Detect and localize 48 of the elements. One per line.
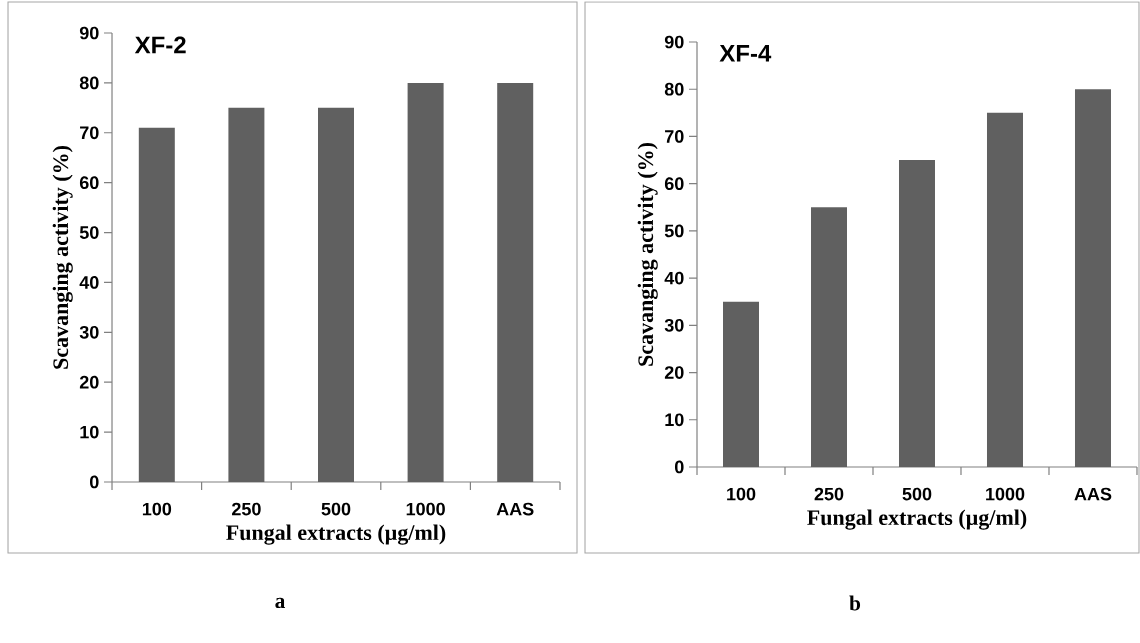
x-tick-label: AAS (496, 502, 534, 516)
y-tick-label: 70 (665, 130, 684, 143)
bar (228, 107, 265, 482)
y-tick-label: 10 (80, 425, 99, 439)
x-tick-label: 250 (814, 487, 844, 501)
x-axis-title: Fungal extracts (µg/ml) (226, 524, 446, 545)
y-tick-label: 40 (664, 271, 684, 285)
y-tick-label: 50 (79, 226, 99, 239)
x-tick-label: AAS (1074, 487, 1112, 501)
y-axis-title: Scavanging activity (%) (637, 143, 658, 366)
y-tick-label: 20 (79, 375, 99, 389)
y-tick-label: 90 (79, 26, 99, 40)
bar (986, 112, 1023, 467)
y-tick-label: 60 (79, 176, 99, 190)
bar (497, 82, 534, 482)
bar (898, 160, 935, 467)
y-tick-label: 30 (664, 318, 684, 332)
bar (1074, 89, 1111, 467)
bar (407, 82, 444, 482)
x-tick-label: 250 (232, 502, 261, 516)
x-tick-label: 100 (727, 487, 756, 501)
y-tick-label: 70 (80, 126, 99, 140)
text: b (849, 595, 861, 611)
y-tick-label: 0 (90, 475, 99, 489)
chart-title: XF-2 (134, 36, 186, 54)
text: a (275, 597, 286, 609)
y-tick-label: 90 (664, 35, 684, 49)
chart-title: XF-4 (719, 45, 772, 62)
bar (723, 301, 759, 467)
y-tick-label: 20 (664, 366, 684, 379)
x-tick-label: 1000 (986, 487, 1025, 501)
y-axis-title: Scavanging activity (%) (52, 146, 73, 369)
x-tick-label: 100 (142, 502, 172, 516)
y-tick-label: 80 (79, 76, 99, 90)
y-tick-label: 10 (665, 413, 684, 427)
y-tick-label: 60 (664, 177, 684, 191)
y-tick-label: 40 (79, 276, 99, 289)
bar (138, 127, 175, 482)
bar (811, 207, 847, 467)
x-tick-label: 500 (321, 502, 351, 516)
y-tick-label: 0 (674, 460, 684, 474)
x-tick-label: 500 (902, 487, 932, 501)
x-axis-title: Fungal extracts (µg/ml) (807, 509, 1027, 530)
y-tick-label: 30 (79, 325, 99, 339)
y-tick-label: 50 (664, 224, 684, 238)
y-tick-label: 80 (664, 82, 684, 96)
x-tick-label: 1000 (406, 502, 445, 516)
bar (318, 107, 354, 482)
